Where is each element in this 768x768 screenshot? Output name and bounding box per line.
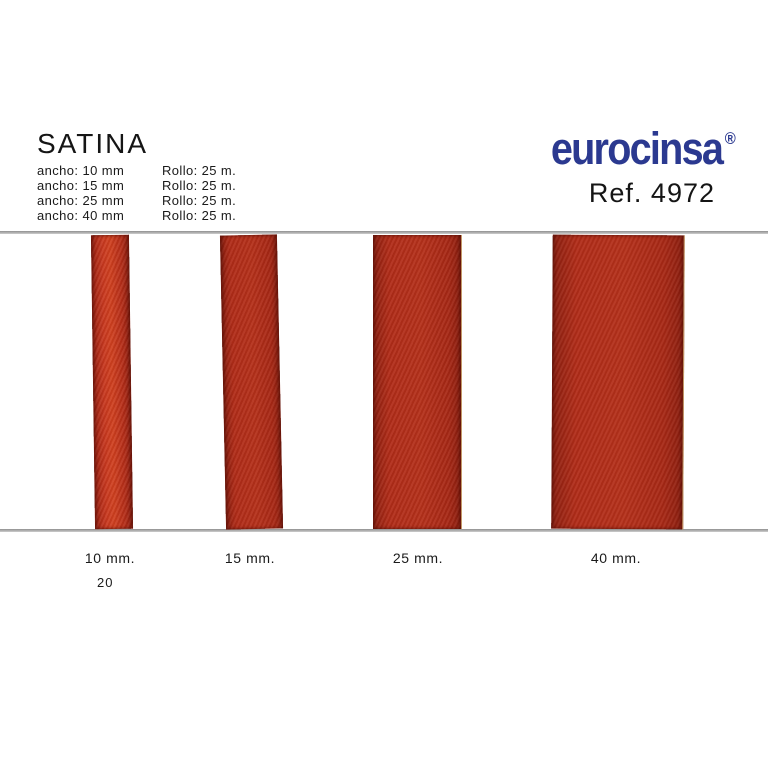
- spec-row: ancho: 40 mm Rollo: 25 m.: [37, 208, 236, 223]
- spec-row: ancho: 10 mm Rollo: 25 m.: [37, 163, 236, 178]
- spec-row: ancho: 25 mm Rollo: 25 m.: [37, 193, 236, 208]
- top-rule: [0, 231, 768, 234]
- product-specs: ancho: 10 mm Rollo: 25 m. ancho: 15 mm R…: [37, 163, 236, 223]
- ribbon-width-label: 10 mm.: [84, 550, 136, 566]
- ribbon-sample-40mm: [551, 234, 685, 530]
- spec-roll: Rollo: 25 m.: [162, 178, 237, 193]
- product-title: SATINA: [37, 128, 149, 159]
- ribbon-sample-10mm: [90, 234, 134, 530]
- reference-number: Ref. 4972: [588, 178, 715, 208]
- brand-logo-text: eurocinsa: [550, 123, 724, 174]
- page-number: 20: [97, 575, 114, 590]
- brand-block: eurocinsa ® Ref. 4972: [526, 123, 736, 209]
- ribbon-width-label: 25 mm.: [392, 550, 444, 566]
- spec-roll: Rollo: 25 m.: [162, 163, 237, 178]
- brand-logo: eurocinsa ®: [550, 123, 736, 174]
- bottom-rule: [0, 529, 768, 532]
- ribbon-sample-25mm: [373, 235, 462, 529]
- spec-row: ancho: 15 mm Rollo: 25 m.: [37, 178, 236, 193]
- registered-trademark-icon: ®: [724, 129, 736, 148]
- ribbon-width-label: 40 mm.: [590, 550, 642, 566]
- ribbon-sample-15mm: [219, 234, 284, 530]
- spec-roll: Rollo: 25 m.: [162, 208, 237, 223]
- product-info: SATINA ancho: 10 mm Rollo: 25 m. ancho: …: [37, 128, 236, 224]
- spec-width: ancho: 15 mm: [37, 178, 125, 193]
- spec-width: ancho: 25 mm: [37, 193, 125, 208]
- spec-width: ancho: 40 mm: [37, 208, 125, 223]
- spec-roll: Rollo: 25 m.: [162, 193, 237, 208]
- ribbon-width-label: 15 mm.: [224, 550, 276, 566]
- spec-width: ancho: 10 mm: [37, 163, 125, 178]
